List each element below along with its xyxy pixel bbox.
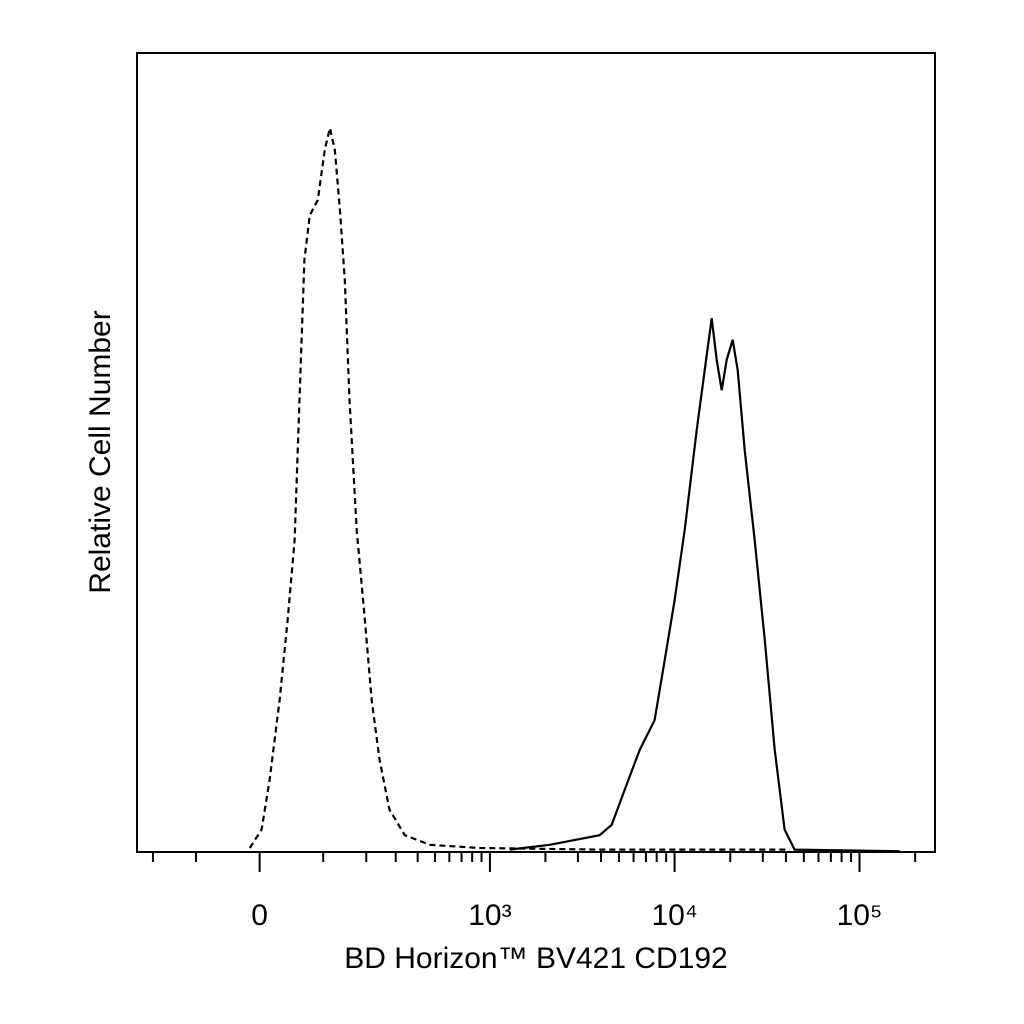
x-axis-label: BD Horizon™ BV421 CD192: [344, 942, 728, 975]
histogram-curve: [248, 127, 790, 851]
x-tick-label: 0: [251, 899, 268, 932]
plot-frame: [136, 52, 936, 853]
x-tick-label: 10⁵: [837, 899, 883, 932]
x-tick-label: 10³: [468, 899, 511, 932]
x-tick-label: 10⁴: [651, 899, 697, 932]
histogram-curve: [509, 318, 900, 853]
y-axis-label: Relative Cell Number: [84, 310, 117, 593]
